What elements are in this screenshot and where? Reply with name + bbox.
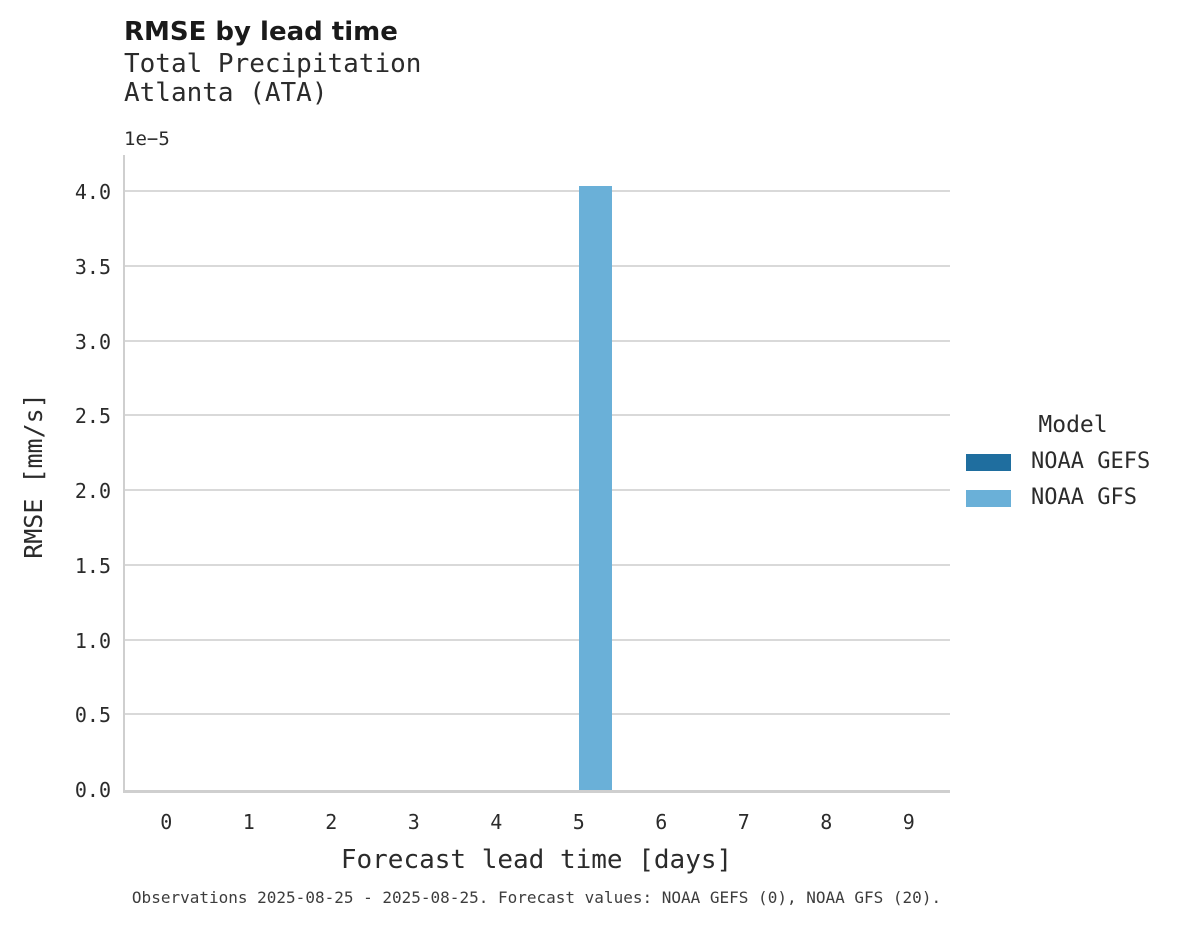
caption: Observations 2025-08-25 - 2025-08-25. Fo… [131,888,942,907]
x-tick-label: 6 [655,810,668,834]
gridline [125,414,950,417]
x-tick-label: 3 [407,810,420,834]
x-axis-label: Forecast lead time [days] [340,845,733,875]
x-tick-label: 1 [242,810,255,834]
x-tick-label: 8 [820,810,833,834]
legend-entries: NOAA GEFS NOAA GFS [966,451,1180,509]
gridline [125,489,950,492]
legend-swatch [966,453,1011,471]
legend-swatch [966,489,1011,507]
y-tick-label: 2.5 [74,404,111,429]
x-tick-label: 9 [902,810,915,834]
chart-subtitle-variable: Total Precipitation [124,49,422,79]
gridline [125,339,950,342]
y-tick-label: 0.5 [74,703,111,728]
y-tick-label: 4.0 [74,180,111,205]
legend-entry-noaa-gefs: NOAA GEFS [966,451,1180,473]
y-tick-label: 0.0 [74,778,111,802]
legend-entry-label: NOAA GEFS [1031,449,1151,474]
gridline [125,190,950,193]
x-tick-label: 5 [572,810,585,834]
gridline [125,713,950,716]
gridline [125,265,950,268]
legend-entry-label: NOAA GFS [1031,485,1137,510]
plot-area [123,155,950,793]
legend-title: Model [1038,412,1108,438]
x-tick-label: 0 [160,810,173,834]
gridline [125,563,950,566]
chart-subtitle-location: Atlanta (ATA) [124,78,328,108]
y-tick-label: 3.5 [74,255,111,280]
legend-entry-noaa-gfs: NOAA GFS [966,487,1180,509]
x-tick-label: 7 [737,810,750,834]
x-tick-label: 4 [490,810,503,834]
legend: Model NOAA GEFS NOAA GFS [966,412,1180,523]
y-tick-label: 2.0 [74,479,111,504]
x-tick-label: 2 [325,810,338,834]
y-axis-label: RMSE [mm/s] [19,393,48,559]
gridline [125,638,950,641]
y-axis-scale-factor: 1e−5 [124,128,170,150]
y-tick-label: 3.0 [74,329,111,354]
bar-noaa-gfs-5 [578,186,612,790]
y-tick-label: 1.5 [74,553,111,578]
y-tick-label: 1.0 [74,628,111,653]
chart-title: RMSE by lead time [124,17,398,47]
